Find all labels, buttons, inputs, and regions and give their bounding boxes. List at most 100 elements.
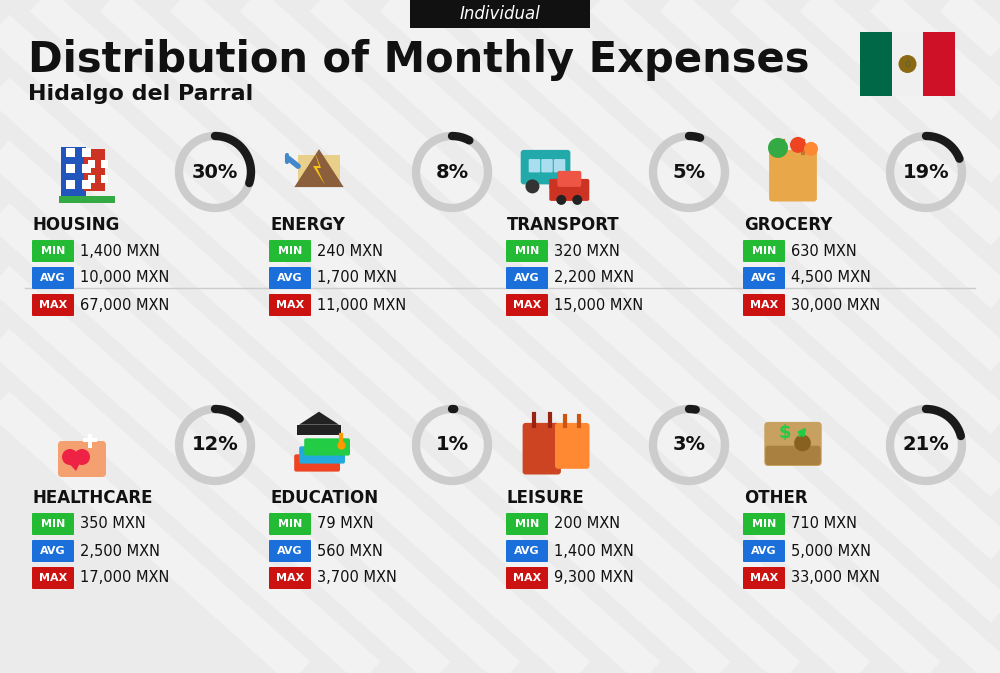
Circle shape [525,180,539,193]
Text: 240 MXN: 240 MXN [317,244,383,258]
Text: AVG: AVG [514,273,540,283]
Text: 21%: 21% [903,435,949,454]
FancyBboxPatch shape [269,240,311,262]
Text: 320 MXN: 320 MXN [554,244,620,258]
Polygon shape [299,412,339,425]
FancyBboxPatch shape [269,540,311,562]
Text: MIN: MIN [278,519,302,529]
FancyBboxPatch shape [269,267,311,289]
FancyBboxPatch shape [743,567,785,589]
Circle shape [74,449,90,465]
Circle shape [898,55,916,73]
Text: AVG: AVG [40,546,66,556]
Text: MIN: MIN [515,246,539,256]
FancyBboxPatch shape [506,513,548,535]
FancyBboxPatch shape [743,540,785,562]
FancyBboxPatch shape [769,150,817,201]
FancyBboxPatch shape [101,160,108,168]
Text: MIN: MIN [41,519,65,529]
Text: 79 MXN: 79 MXN [317,516,374,532]
Text: MAX: MAX [276,300,304,310]
Text: ENERGY: ENERGY [270,216,345,234]
FancyBboxPatch shape [88,160,95,168]
Text: MIN: MIN [41,246,65,256]
FancyBboxPatch shape [66,164,75,172]
Text: 350 MXN: 350 MXN [80,516,146,532]
Circle shape [768,138,788,158]
Text: 9,300 MXN: 9,300 MXN [554,571,634,586]
FancyBboxPatch shape [765,446,821,465]
FancyBboxPatch shape [32,267,74,289]
FancyBboxPatch shape [410,0,590,28]
FancyBboxPatch shape [743,294,785,316]
Text: 630 MXN: 630 MXN [791,244,857,258]
Text: 30%: 30% [192,162,238,182]
FancyBboxPatch shape [66,147,75,157]
Text: 2,200 MXN: 2,200 MXN [554,271,634,285]
FancyBboxPatch shape [521,150,570,184]
FancyBboxPatch shape [61,147,86,197]
Text: $: $ [779,424,791,442]
Text: LEISURE: LEISURE [507,489,585,507]
FancyBboxPatch shape [88,434,92,448]
Text: MAX: MAX [276,573,304,583]
FancyBboxPatch shape [82,164,91,172]
Text: 67,000 MXN: 67,000 MXN [80,297,169,312]
Text: 4,500 MXN: 4,500 MXN [791,271,871,285]
Text: 1,700 MXN: 1,700 MXN [317,271,397,285]
Text: MAX: MAX [513,300,541,310]
Text: 1,400 MXN: 1,400 MXN [80,244,160,258]
FancyBboxPatch shape [549,179,589,201]
FancyBboxPatch shape [743,267,785,289]
Text: HEALTHCARE: HEALTHCARE [33,489,154,507]
FancyBboxPatch shape [294,454,340,472]
Text: Hidalgo del Parral: Hidalgo del Parral [28,84,253,104]
Polygon shape [63,457,83,471]
FancyBboxPatch shape [82,147,91,157]
Text: 1%: 1% [435,435,469,454]
Circle shape [556,195,566,205]
FancyBboxPatch shape [743,240,785,262]
Text: 11,000 MXN: 11,000 MXN [317,297,406,312]
FancyBboxPatch shape [298,155,340,187]
FancyBboxPatch shape [84,149,105,191]
FancyBboxPatch shape [304,438,350,456]
FancyBboxPatch shape [88,175,95,183]
Circle shape [62,449,78,465]
FancyBboxPatch shape [66,180,75,188]
Text: Individual: Individual [460,5,540,23]
Text: MAX: MAX [750,300,778,310]
Text: MAX: MAX [750,573,778,583]
Text: Distribution of Monthly Expenses: Distribution of Monthly Expenses [28,39,810,81]
Circle shape [549,180,563,193]
Text: MIN: MIN [752,246,776,256]
Text: MAX: MAX [39,300,67,310]
Text: 5,000 MXN: 5,000 MXN [791,544,871,559]
Text: 8%: 8% [435,162,469,182]
Text: MIN: MIN [752,519,776,529]
FancyBboxPatch shape [32,567,74,589]
FancyBboxPatch shape [529,159,540,172]
FancyBboxPatch shape [506,294,548,316]
Text: 3%: 3% [672,435,706,454]
FancyBboxPatch shape [82,180,91,188]
Text: AVG: AVG [751,273,777,283]
FancyBboxPatch shape [506,567,548,589]
Text: 5%: 5% [672,162,706,182]
FancyBboxPatch shape [523,423,561,474]
FancyBboxPatch shape [269,567,311,589]
FancyBboxPatch shape [506,267,548,289]
FancyBboxPatch shape [32,294,74,316]
Text: GROCERY: GROCERY [744,216,832,234]
Polygon shape [313,150,325,185]
FancyBboxPatch shape [541,159,553,172]
Text: 2,500 MXN: 2,500 MXN [80,544,160,559]
FancyBboxPatch shape [32,540,74,562]
FancyBboxPatch shape [299,446,345,464]
Text: OTHER: OTHER [744,489,808,507]
Text: MAX: MAX [513,573,541,583]
Text: 12%: 12% [192,435,238,454]
Text: 1,400 MXN: 1,400 MXN [554,544,634,559]
FancyBboxPatch shape [506,240,548,262]
Text: ó: ó [905,59,910,69]
